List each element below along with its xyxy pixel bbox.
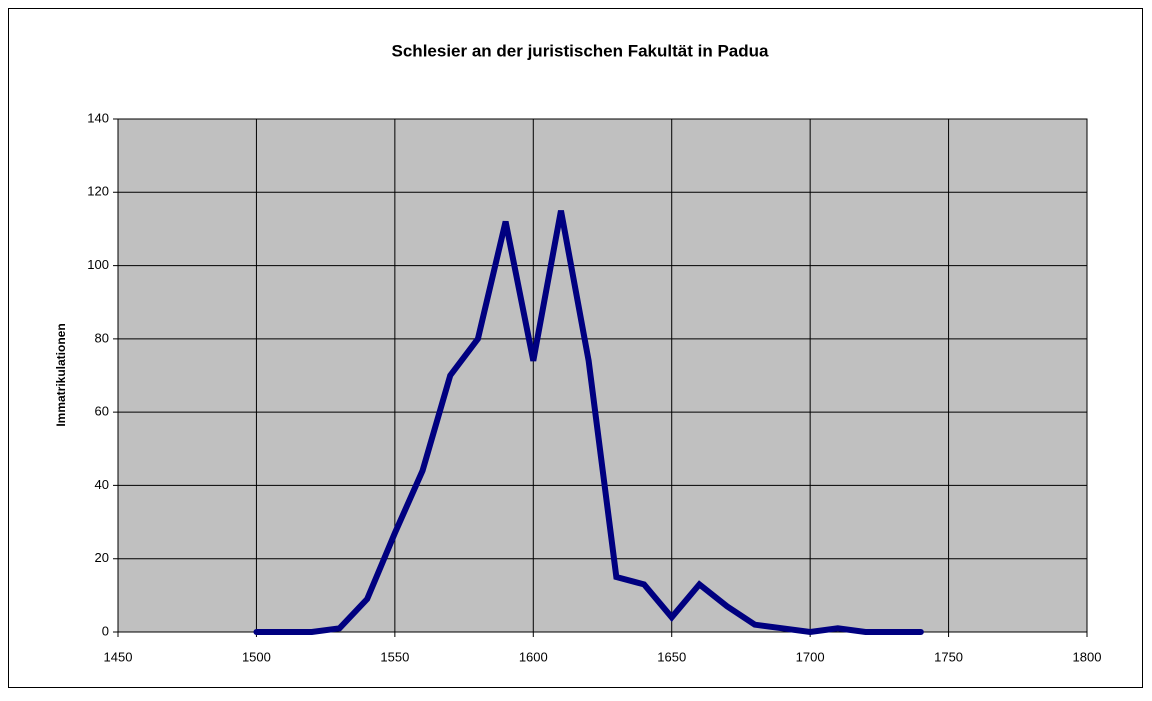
x-tick-label: 1650 [657,649,686,664]
x-tick-label: 1800 [1073,649,1102,664]
x-tick-label: 1600 [519,649,548,664]
y-tick-label: 60 [95,404,109,419]
y-tick-label: 20 [95,550,109,565]
plot-area [117,118,1088,633]
y-tick-label: 100 [87,257,109,272]
y-tick-label: 80 [95,330,109,345]
x-tick-label: 1450 [104,649,133,664]
y-tick-label: 0 [102,623,109,638]
y-axis-label: Immatrikulationen [54,323,68,426]
y-tick-label: 120 [87,184,109,199]
x-tick-label: 1700 [796,649,825,664]
chart-title: Schlesier an der juristischen Fakultät i… [392,41,770,60]
y-tick-label: 40 [95,477,109,492]
x-tick-label: 1750 [934,649,963,664]
x-tick-label: 1500 [242,649,271,664]
data-line [253,210,924,636]
x-tick-label: 1550 [380,649,409,664]
y-tick-label: 140 [87,110,109,125]
